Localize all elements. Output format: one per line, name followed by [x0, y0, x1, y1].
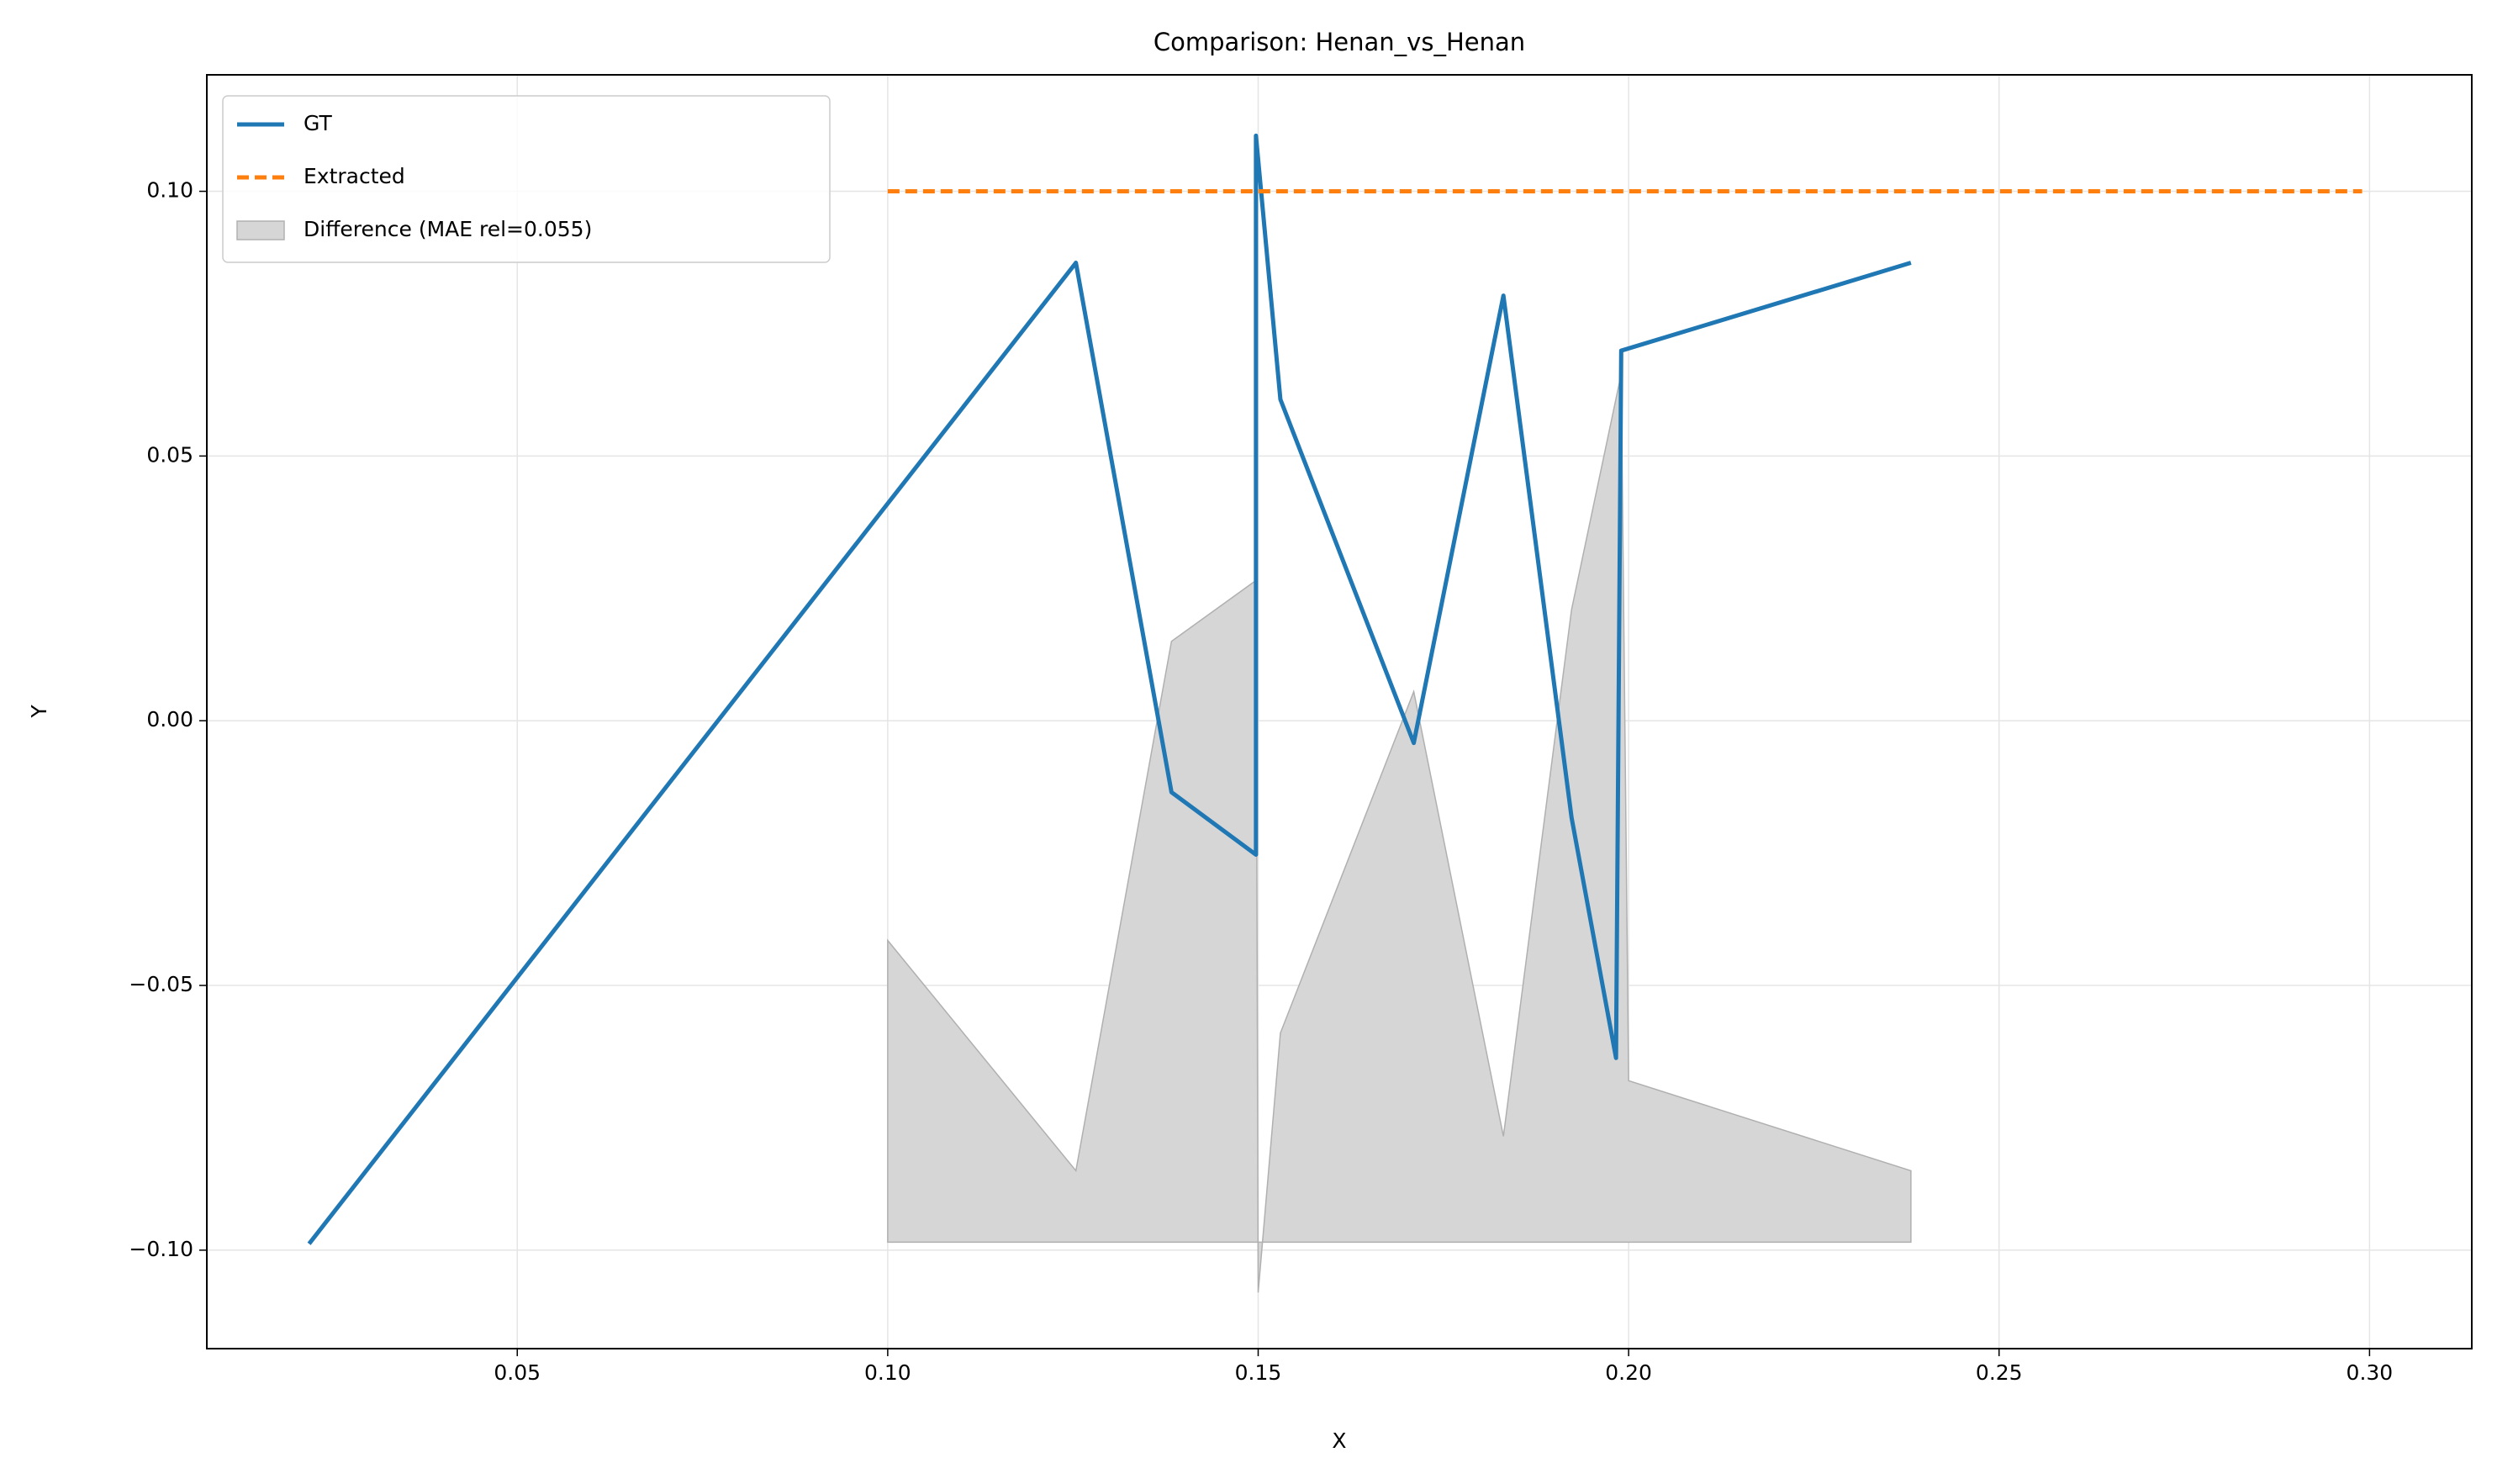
y-tick-label: −0.05 [129, 972, 193, 996]
y-tick-label: 0.00 [146, 707, 193, 731]
chart-title: Comparison: Henan_vs_Henan [1153, 28, 1525, 56]
legend-label: Extracted [304, 164, 405, 188]
legend-swatch [236, 220, 285, 240]
legend-box [222, 95, 831, 263]
x-axis-label: X [1332, 1429, 1346, 1453]
x-tick-label: 0.25 [1976, 1360, 2023, 1385]
x-tick-label: 0.15 [1235, 1360, 1282, 1385]
x-tick-label: 0.20 [1605, 1360, 1652, 1385]
y-tick-label: −0.10 [129, 1237, 193, 1261]
y-axis-label: Y [27, 705, 51, 719]
line-series [307, 133, 1912, 1245]
plot-frame [206, 74, 2473, 1349]
x-tick-label: 0.10 [864, 1360, 911, 1385]
x-tick-label: 0.30 [2347, 1360, 2394, 1385]
legend-label: GT [304, 111, 332, 135]
x-tick-label: 0.05 [494, 1360, 541, 1385]
y-tick-label: 0.05 [146, 442, 193, 467]
legend: GT Extracted Difference (MAE rel=0.055) [222, 95, 831, 263]
legend-label: Difference (MAE rel=0.055) [304, 217, 592, 241]
y-tick-label: 0.10 [146, 178, 193, 203]
difference-area [887, 373, 1912, 1293]
